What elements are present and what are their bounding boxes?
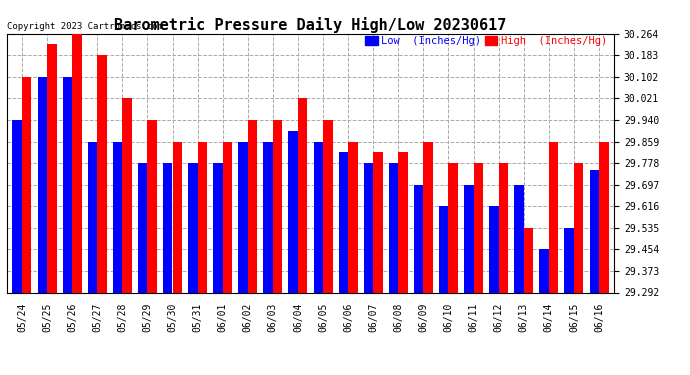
- Bar: [197, 141, 207, 292]
- Bar: [348, 141, 357, 292]
- Bar: [339, 152, 348, 292]
- Title: Barometric Pressure Daily High/Low 20230617: Barometric Pressure Daily High/Low 20230…: [115, 16, 506, 33]
- Bar: [288, 130, 298, 292]
- Bar: [540, 249, 549, 292]
- Bar: [223, 141, 233, 292]
- Bar: [514, 185, 524, 292]
- Bar: [589, 170, 599, 292]
- Bar: [398, 152, 408, 292]
- Bar: [524, 228, 533, 292]
- Bar: [499, 163, 509, 292]
- Bar: [97, 55, 107, 292]
- Bar: [88, 141, 97, 292]
- Bar: [549, 141, 558, 292]
- Legend: Low  (Inches/Hg), High  (Inches/Hg): Low (Inches/Hg), High (Inches/Hg): [363, 34, 609, 48]
- Bar: [238, 141, 248, 292]
- Bar: [424, 141, 433, 292]
- Bar: [122, 98, 132, 292]
- Bar: [489, 206, 499, 292]
- Bar: [464, 185, 473, 292]
- Bar: [273, 120, 282, 292]
- Bar: [248, 120, 257, 292]
- Bar: [163, 163, 172, 292]
- Bar: [323, 120, 333, 292]
- Bar: [373, 152, 383, 292]
- Bar: [473, 163, 483, 292]
- Bar: [188, 163, 197, 292]
- Bar: [172, 141, 182, 292]
- Bar: [22, 77, 32, 292]
- Bar: [599, 141, 609, 292]
- Bar: [138, 163, 148, 292]
- Bar: [388, 163, 398, 292]
- Bar: [148, 120, 157, 292]
- Bar: [213, 163, 223, 292]
- Text: Copyright 2023 Cartronics.com: Copyright 2023 Cartronics.com: [7, 22, 163, 31]
- Bar: [439, 206, 449, 292]
- Bar: [574, 163, 584, 292]
- Bar: [298, 98, 308, 292]
- Bar: [63, 77, 72, 292]
- Bar: [414, 185, 424, 292]
- Bar: [112, 141, 122, 292]
- Bar: [364, 163, 373, 292]
- Bar: [47, 44, 57, 292]
- Bar: [448, 163, 458, 292]
- Bar: [37, 77, 47, 292]
- Bar: [12, 120, 22, 292]
- Bar: [564, 228, 574, 292]
- Bar: [313, 141, 323, 292]
- Bar: [72, 34, 81, 292]
- Bar: [264, 141, 273, 292]
